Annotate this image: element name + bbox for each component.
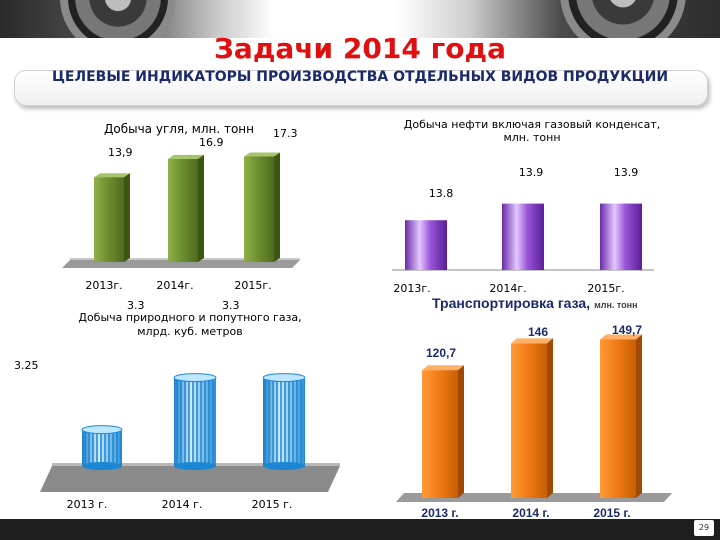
- gas-bar-base: [82, 462, 122, 470]
- coal-bar: [244, 156, 274, 262]
- gas-value-label: 3.25: [14, 359, 39, 372]
- oil-bar: [405, 220, 447, 270]
- gas-value-label: 3.3: [222, 299, 240, 312]
- coal-bar-side: [274, 152, 280, 262]
- slide-subtitle: ЦЕЛЕВЫЕ ИНДИКАТОРЫ ПРОИЗВОДСТВА ОТДЕЛЬНЫ…: [51, 69, 669, 85]
- transport-bar: [600, 339, 636, 498]
- gas-category-label: 2015 г.: [252, 498, 293, 511]
- gas-bar-top: [262, 373, 306, 383]
- coal-category-label: 2015г.: [234, 279, 271, 292]
- oil-category-label: 2013г.: [393, 282, 430, 295]
- coal-bar: [168, 158, 198, 262]
- transport-value-label: 146: [528, 325, 548, 339]
- transport-chart: Транспортировка газа, млн. тонн 120,7 2013…: [396, 295, 672, 520]
- gas-bar-stripes: [174, 377, 216, 466]
- gas-bar-base: [174, 462, 216, 470]
- gas-category-label: 2013 г.: [67, 498, 108, 511]
- oil-title-line-2: млн. тонн: [503, 131, 560, 144]
- gas-bar-base: [263, 462, 305, 470]
- transport-category-label: 2014 г.: [512, 506, 549, 520]
- footer-bar: [0, 519, 720, 540]
- transport-value-label: 149,7: [612, 323, 642, 337]
- oil-value-label: 13.8: [429, 187, 454, 200]
- transport-bar: [422, 370, 458, 498]
- coal-bar-side: [198, 154, 204, 262]
- gas-title-line-2: млрд. куб. метров: [137, 325, 243, 338]
- transport-value-label: 120,7: [426, 346, 456, 360]
- gas-category-label: 2014 г.: [162, 498, 203, 511]
- oil-value-label: 13.9: [519, 166, 544, 179]
- wheel-left-image: [60, 0, 176, 38]
- page-number: 29: [694, 520, 714, 536]
- transport-bar-top: [600, 334, 642, 340]
- gas-title-line-1: Добыча природного и попутного газа,: [78, 311, 301, 324]
- transport-category-label: 2013 г.: [421, 506, 458, 520]
- transport-title: Транспортировка газа, млн. тонн: [432, 295, 638, 311]
- coal-category-label: 2014г.: [156, 279, 193, 292]
- coal-bar-top: [168, 154, 204, 159]
- coal-chart: Добыча угля, млн. тонн 13,9 2013г. 16.9 201…: [62, 122, 300, 292]
- oil-bar: [502, 203, 544, 270]
- coal-category-label: 2013г.: [85, 279, 122, 292]
- coal-bar: [94, 177, 124, 262]
- coal-value-label: 13,9: [108, 146, 133, 159]
- transport-bar: [511, 343, 547, 498]
- transport-category-label: 2015 г.: [593, 506, 630, 520]
- transport-bar-side: [547, 338, 553, 498]
- oil-category-label: 2015г.: [587, 282, 624, 295]
- gas-bar-stripes: [263, 377, 305, 466]
- gas-bar-top: [173, 373, 217, 383]
- coal-value-label: 17.3: [273, 127, 298, 140]
- gas-bar-top: [81, 425, 123, 435]
- gas-bar-stripes: [82, 429, 122, 466]
- oil-value-label: 13.9: [614, 166, 639, 179]
- coal-value-label: 16.9: [199, 136, 224, 149]
- gas-value-label: 3.3: [127, 299, 145, 312]
- coal-title: Добыча угля, млн. тонн: [104, 122, 254, 136]
- oil-title-line-1: Добыча нефти включая газовый конденсат,: [404, 118, 660, 131]
- transport-bar-top: [422, 365, 464, 371]
- coal-bar-side: [124, 173, 130, 262]
- coal-bar-top: [244, 152, 280, 157]
- transport-bar-top: [511, 338, 553, 344]
- oil-category-label: 2014г.: [489, 282, 526, 295]
- transport-bar-side: [636, 334, 642, 498]
- oil-bar: [600, 203, 642, 270]
- top-banner: [0, 0, 720, 38]
- coal-bar-top: [94, 173, 130, 178]
- oil-chart: Добыча нефти включая газовый конденсат, …: [392, 118, 660, 295]
- transport-bar-side: [458, 365, 464, 498]
- subtitle-box: [14, 70, 708, 106]
- gas-chart: Добыча природного и попутного газа, млрд…: [14, 299, 340, 511]
- gas-floor: [40, 466, 340, 492]
- slide-title: Задачи 2014 года: [214, 32, 506, 65]
